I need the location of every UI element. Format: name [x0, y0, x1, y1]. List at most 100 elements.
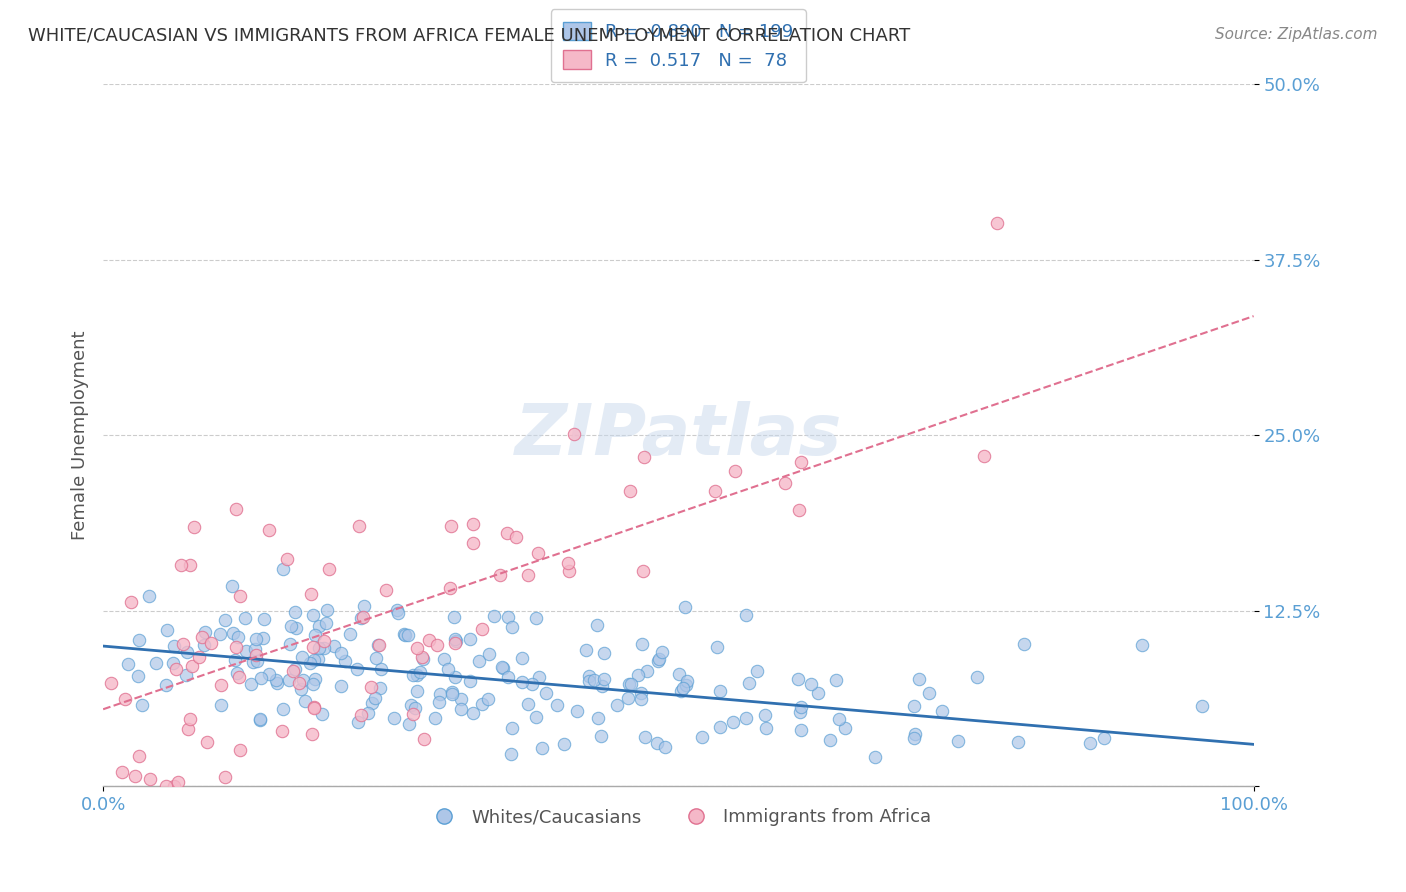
Point: [429, 687, 451, 701]
Point: [316, 603, 339, 617]
Point: [636, 665, 658, 679]
Point: [271, 701, 294, 715]
Point: [409, 665, 432, 679]
Point: [553, 737, 575, 751]
Point: [501, 722, 523, 736]
Point: [302, 677, 325, 691]
Point: [738, 676, 761, 690]
Point: [291, 673, 314, 687]
Point: [302, 699, 325, 714]
Point: [501, 619, 523, 633]
Point: [534, 685, 557, 699]
Point: [387, 606, 409, 620]
Point: [188, 649, 211, 664]
Point: [440, 687, 463, 701]
Point: [356, 706, 378, 721]
Point: [591, 679, 613, 693]
Point: [394, 628, 416, 642]
Point: [908, 672, 931, 686]
Point: [155, 678, 177, 692]
Point: [773, 475, 796, 490]
Point: [574, 643, 596, 657]
Point: [252, 631, 274, 645]
Point: [724, 465, 747, 479]
Point: [249, 713, 271, 727]
Point: [800, 677, 823, 691]
Point: [834, 722, 856, 736]
Point: [648, 652, 671, 666]
Point: [315, 616, 337, 631]
Point: [735, 711, 758, 725]
Point: [280, 619, 302, 633]
Point: [441, 685, 464, 699]
Point: [285, 621, 308, 635]
Point: [290, 682, 312, 697]
Point: [364, 691, 387, 706]
Point: [308, 640, 330, 655]
Point: [214, 770, 236, 784]
Point: [176, 645, 198, 659]
Point: [818, 732, 841, 747]
Point: [468, 654, 491, 668]
Point: [156, 623, 179, 637]
Point: [931, 704, 953, 718]
Point: [617, 676, 640, 690]
Point: [382, 711, 405, 725]
Point: [181, 659, 204, 673]
Point: [278, 673, 301, 687]
Point: [312, 640, 335, 655]
Point: [755, 722, 778, 736]
Point: [426, 639, 449, 653]
Point: [225, 640, 247, 655]
Point: [266, 676, 288, 690]
Point: [308, 619, 330, 633]
Point: [790, 723, 813, 738]
Point: [669, 684, 692, 698]
Text: Source: ZipAtlas.com: Source: ZipAtlas.com: [1215, 27, 1378, 42]
Point: [360, 680, 382, 694]
Point: [304, 628, 326, 642]
Point: [524, 710, 547, 724]
Point: [789, 455, 811, 469]
Point: [499, 747, 522, 761]
Point: [633, 450, 655, 464]
Point: [124, 769, 146, 783]
Point: [304, 673, 326, 687]
Point: [439, 581, 461, 595]
Point: [630, 686, 652, 700]
Point: [418, 633, 440, 648]
Point: [404, 701, 426, 715]
Point: [578, 673, 600, 688]
Point: [352, 610, 374, 624]
Point: [754, 708, 776, 723]
Point: [413, 732, 436, 747]
Point: [433, 652, 456, 666]
Point: [606, 698, 628, 712]
Point: [491, 660, 513, 674]
Point: [458, 632, 481, 646]
Point: [586, 618, 609, 632]
Point: [385, 602, 408, 616]
Point: [278, 637, 301, 651]
Point: [477, 691, 499, 706]
Point: [520, 677, 543, 691]
Point: [807, 686, 830, 700]
Point: [330, 679, 353, 693]
Point: [631, 565, 654, 579]
Point: [302, 607, 325, 622]
Point: [312, 633, 335, 648]
Point: [209, 678, 232, 692]
Point: [233, 611, 256, 625]
Point: [335, 654, 357, 668]
Point: [114, 691, 136, 706]
Point: [226, 630, 249, 644]
Point: [179, 558, 201, 572]
Point: [620, 677, 643, 691]
Point: [200, 636, 222, 650]
Point: [339, 627, 361, 641]
Point: [586, 711, 609, 725]
Point: [825, 673, 848, 687]
Point: [253, 612, 276, 626]
Point: [412, 652, 434, 666]
Point: [350, 707, 373, 722]
